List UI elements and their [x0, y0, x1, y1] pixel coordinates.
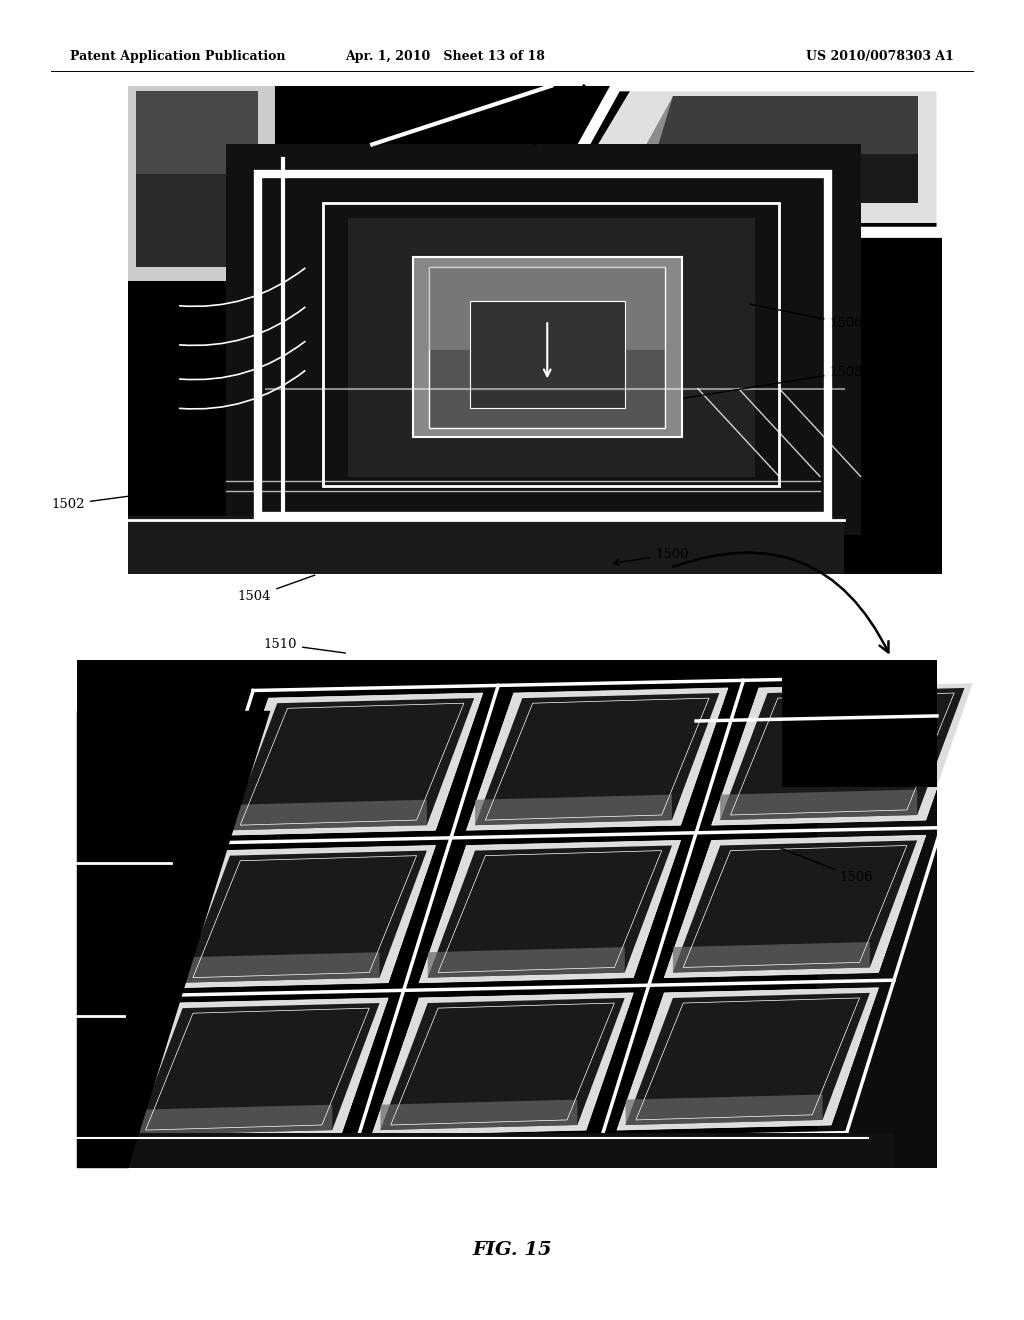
Text: FIG. 15: FIG. 15 — [472, 1241, 552, 1259]
Polygon shape — [230, 800, 427, 830]
Polygon shape — [470, 301, 625, 408]
Polygon shape — [77, 1133, 894, 1168]
Polygon shape — [712, 682, 973, 825]
Text: 1506: 1506 — [781, 849, 873, 884]
Polygon shape — [428, 846, 672, 978]
Text: 1506: 1506 — [751, 304, 863, 330]
Polygon shape — [429, 267, 666, 350]
Polygon shape — [720, 688, 965, 820]
Text: Apr. 1, 2010   Sheet 13 of 18: Apr. 1, 2010 Sheet 13 of 18 — [345, 50, 546, 63]
Polygon shape — [128, 86, 942, 574]
Polygon shape — [135, 1003, 380, 1135]
Polygon shape — [673, 841, 918, 973]
Polygon shape — [475, 693, 719, 825]
Polygon shape — [136, 91, 258, 174]
Polygon shape — [665, 836, 926, 978]
Polygon shape — [720, 789, 918, 820]
Polygon shape — [135, 1105, 332, 1135]
FancyArrowPatch shape — [674, 553, 889, 652]
Polygon shape — [626, 993, 869, 1125]
Text: 1504: 1504 — [238, 576, 314, 603]
Polygon shape — [419, 841, 681, 982]
Polygon shape — [77, 660, 937, 1168]
Polygon shape — [467, 688, 728, 830]
Polygon shape — [372, 993, 633, 1135]
Polygon shape — [348, 218, 755, 477]
Polygon shape — [182, 952, 380, 982]
Polygon shape — [128, 516, 845, 574]
Polygon shape — [77, 710, 270, 1168]
Text: Patent Application Publication: Patent Application Publication — [70, 50, 285, 63]
Polygon shape — [475, 795, 672, 825]
Polygon shape — [617, 987, 879, 1130]
Polygon shape — [428, 948, 625, 978]
Polygon shape — [136, 91, 258, 267]
Polygon shape — [429, 267, 666, 428]
Polygon shape — [182, 850, 427, 982]
Polygon shape — [626, 1094, 822, 1125]
Polygon shape — [128, 86, 274, 281]
Text: 1502: 1502 — [51, 488, 184, 511]
Polygon shape — [127, 998, 388, 1140]
Polygon shape — [225, 144, 860, 535]
Polygon shape — [816, 787, 937, 1168]
Text: 1510: 1510 — [263, 638, 345, 653]
Polygon shape — [77, 746, 208, 843]
Polygon shape — [673, 942, 869, 973]
Polygon shape — [381, 1100, 578, 1130]
Polygon shape — [413, 256, 682, 437]
Polygon shape — [381, 998, 625, 1130]
Text: 1500: 1500 — [613, 548, 689, 565]
Polygon shape — [551, 86, 942, 223]
Polygon shape — [641, 95, 918, 154]
Polygon shape — [77, 1036, 113, 1133]
Polygon shape — [641, 95, 918, 203]
Polygon shape — [174, 846, 435, 987]
Polygon shape — [77, 891, 160, 987]
Text: 1508: 1508 — [684, 366, 863, 399]
Polygon shape — [230, 698, 474, 830]
Polygon shape — [782, 660, 937, 787]
Text: US 2010/0078303 A1: US 2010/0078303 A1 — [807, 50, 954, 63]
Polygon shape — [221, 693, 482, 836]
